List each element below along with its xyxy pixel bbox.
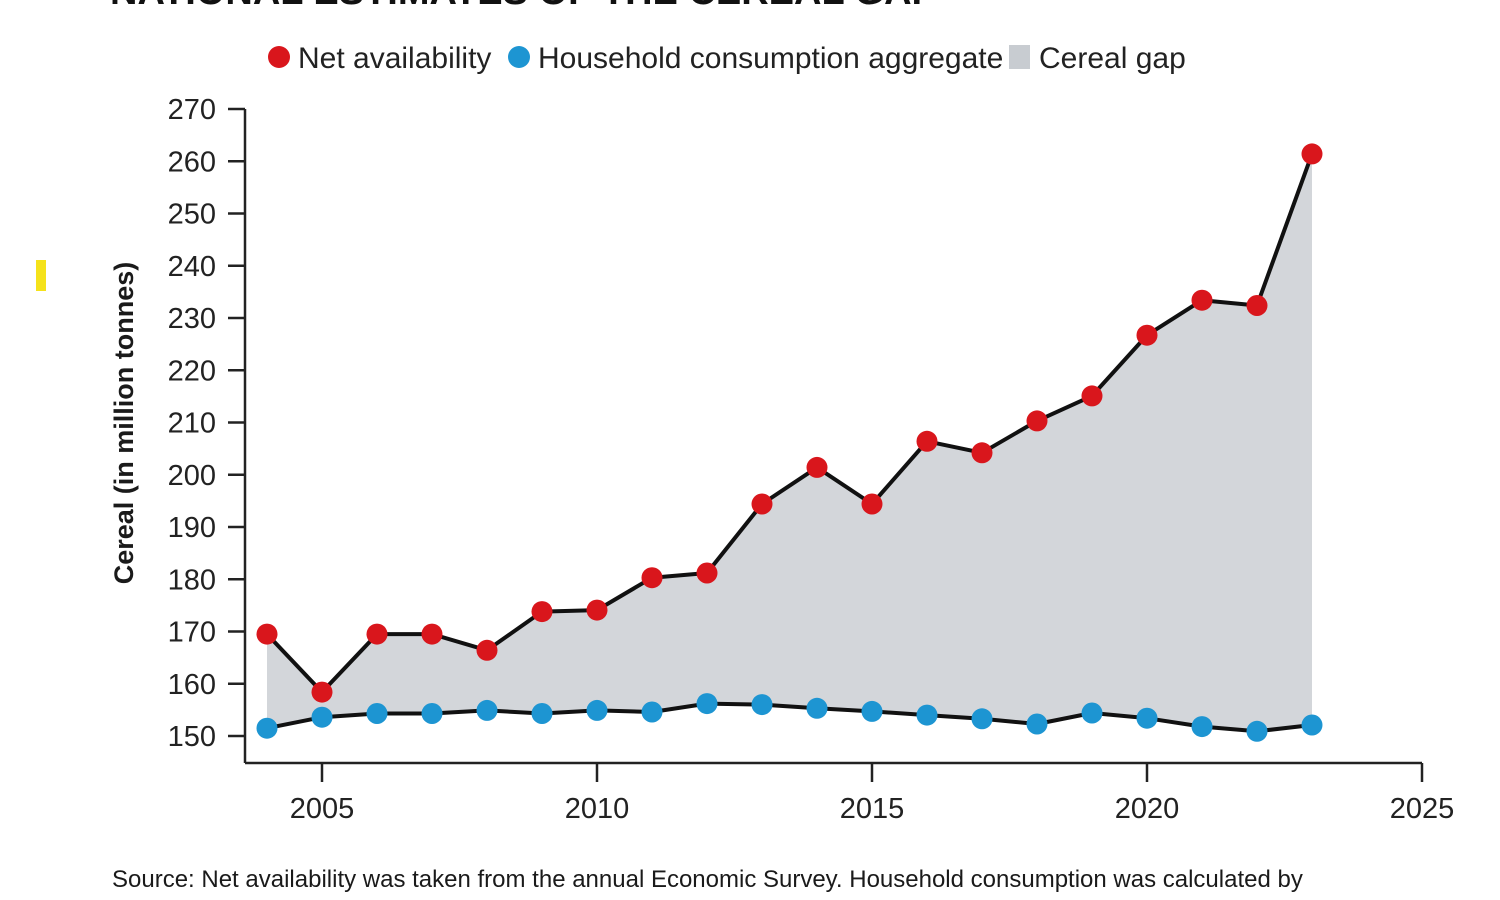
net-availability-point [366, 623, 388, 645]
y-tick-label: 150 [168, 721, 216, 753]
y-tick-label: 210 [168, 408, 216, 440]
y-tick-label: 160 [168, 669, 216, 701]
highlight-mark [36, 260, 46, 291]
household-consumption-point [421, 703, 443, 724]
chart-title: NATIONAL ESTIMATES OF THE CEREAL GAP [110, 0, 937, 13]
net-availability-point [1191, 289, 1213, 311]
legend-cereal-gap-label: Cereal gap [1039, 42, 1186, 75]
household-consumption-point [1081, 702, 1103, 724]
y-tick-label: 170 [168, 617, 216, 649]
legend-household-consumption-marker [508, 46, 530, 68]
household-consumption-point [806, 697, 828, 719]
source-note: Source: Net availability was taken from … [112, 866, 1303, 893]
household-consumption-point [1191, 716, 1213, 738]
legend: Net availability Household consumption ag… [268, 42, 1186, 75]
x-tick-label: 2025 [1390, 793, 1455, 825]
cereal-gap-area-layer [267, 153, 1312, 732]
y-tick-label: 200 [168, 460, 216, 492]
net-availability-point [1246, 295, 1268, 316]
net-availability-point [751, 493, 773, 515]
legend-net-availability-marker [268, 46, 290, 68]
net-availability-point [421, 623, 443, 645]
net-availability-point [696, 562, 718, 584]
household-consumption-point [1246, 720, 1268, 742]
household-consumption-point [586, 699, 608, 721]
household-consumption-point [476, 699, 498, 721]
household-consumption-point [1026, 713, 1048, 735]
net-availability-point [1301, 143, 1323, 165]
net-availability-point [1026, 410, 1048, 432]
household-consumption-point [311, 706, 333, 728]
net-availability-point [1136, 324, 1158, 346]
y-tick-label: 180 [168, 564, 216, 596]
household-consumption-point [1301, 714, 1323, 736]
y-tick-label: 240 [168, 251, 216, 283]
household-consumption-point [696, 693, 718, 715]
net-availability-point [1081, 385, 1103, 407]
household-consumption-point [531, 703, 553, 724]
household-consumption-point [1136, 707, 1158, 729]
household-consumption-point [641, 701, 663, 723]
legend-net-availability-label: Net availability [298, 42, 491, 75]
household-consumption-point [971, 708, 993, 730]
legend-cereal-gap-swatch [1009, 45, 1030, 69]
net-availability-point [971, 442, 993, 464]
cereal-gap-area [267, 153, 1312, 732]
net-availability-point [861, 493, 883, 515]
net-availability-point [531, 601, 553, 623]
household-consumption-point [366, 703, 388, 724]
x-tick-label: 2010 [565, 793, 630, 825]
household-consumption-point [861, 700, 883, 722]
y-tick-label: 220 [168, 355, 216, 387]
net-availability-point [641, 567, 663, 589]
legend-household-consumption-label: Household consumption aggregate [538, 42, 1003, 75]
net-availability-point [476, 639, 498, 661]
household-consumption-point [916, 704, 938, 726]
y-tick-label: 230 [168, 303, 216, 335]
series-points-layer [256, 143, 1323, 742]
x-tick-label: 2005 [290, 793, 355, 825]
y-tick-label: 190 [168, 512, 216, 544]
net-availability-point [586, 599, 608, 621]
y-tick-label: 260 [168, 146, 216, 178]
net-availability-point [256, 623, 278, 645]
household-consumption-point [256, 717, 278, 739]
y-tick-label: 270 [168, 94, 216, 126]
net-availability-point [916, 430, 938, 452]
y-tick-label: 250 [168, 199, 216, 231]
y-axis-title: Cereal (in million tonnes) [109, 262, 139, 585]
net-availability-point [311, 681, 333, 703]
household-consumption-point [751, 694, 773, 716]
x-tick-label: 2015 [840, 793, 905, 825]
axes-layer: 150 160 170 180 190 200 210 220 230 240 250 260 270 2… [168, 94, 1455, 825]
x-tick-label: 2020 [1115, 793, 1180, 825]
net-availability-point [806, 456, 828, 478]
